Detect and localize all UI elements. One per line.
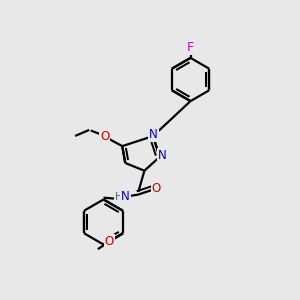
Text: O: O bbox=[105, 235, 114, 248]
Text: H: H bbox=[115, 191, 124, 202]
Text: N: N bbox=[149, 128, 158, 141]
Text: F: F bbox=[187, 41, 194, 54]
Text: N: N bbox=[121, 190, 130, 203]
Text: O: O bbox=[100, 130, 110, 143]
Text: O: O bbox=[152, 182, 161, 195]
Text: N: N bbox=[158, 149, 167, 162]
